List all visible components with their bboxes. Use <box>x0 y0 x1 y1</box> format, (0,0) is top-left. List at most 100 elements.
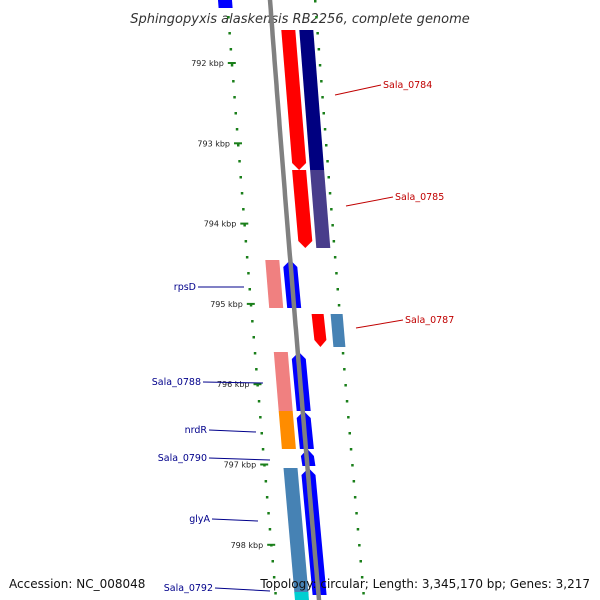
gene-label-leader <box>208 429 257 433</box>
tick-dot <box>341 352 345 355</box>
tick-dot <box>326 160 329 163</box>
tick-dot <box>321 96 324 99</box>
kbp-tick-label: 796 kbp <box>217 380 250 389</box>
tick-dot <box>355 512 358 515</box>
gene-label-leader <box>208 457 271 461</box>
tick-dot <box>239 176 242 179</box>
accession-text: Accession: NC_008048 <box>9 577 146 591</box>
kbp-tick-label: 798 kbp <box>231 541 264 550</box>
tick-dot <box>244 240 248 243</box>
tick-dot <box>328 192 332 195</box>
kbp-tick-label: 794 kbp <box>204 220 237 229</box>
kbp-tick-label: 795 kbp <box>210 300 243 309</box>
tick-dot <box>318 64 322 67</box>
kbp-tick-label: 797 kbp <box>224 461 257 470</box>
feature-sala-0784-gene[interactable] <box>299 30 325 170</box>
feature-nrdr-gene[interactable] <box>278 411 296 449</box>
tick-dot <box>245 256 249 259</box>
gene-label-sala-0784[interactable]: Sala_0784 <box>383 80 432 91</box>
kbp-tick-label: 792 kbp <box>191 59 224 68</box>
tick-dot <box>335 272 338 275</box>
tick-dot <box>249 304 253 307</box>
feature-sala-0787-gene[interactable] <box>330 314 346 347</box>
tick-dot <box>314 0 317 3</box>
tick-dot <box>264 480 268 483</box>
tick-dot <box>252 336 255 339</box>
tick-dot <box>257 400 261 403</box>
tick-dot <box>315 16 318 19</box>
feature-sala-0784-cds[interactable] <box>281 30 307 170</box>
gene-label-rpsd[interactable]: rpsD <box>174 282 196 293</box>
feature-sala-0787-cds[interactable] <box>311 314 327 347</box>
feature-sala-0788-gene[interactable] <box>273 352 293 411</box>
gene-label-sala-0785[interactable]: Sala_0785 <box>395 192 444 203</box>
tick-dot <box>260 432 263 435</box>
tick-dot <box>348 432 351 435</box>
tick-dot <box>259 416 262 419</box>
tick-dot <box>255 368 258 371</box>
tick-dot <box>274 592 277 595</box>
tick-dot <box>352 480 356 483</box>
tick-dot <box>235 128 239 131</box>
tick-dot <box>347 416 350 419</box>
tick-dot <box>327 176 330 179</box>
tick-dot <box>228 32 231 35</box>
tick-dot <box>247 272 250 275</box>
tick-dot <box>240 192 244 195</box>
feature-sala-0785-gene[interactable] <box>310 170 331 248</box>
tick-dot <box>331 224 334 227</box>
tick-dot <box>356 528 360 531</box>
gene-label-leader <box>334 84 382 96</box>
tick-dot <box>317 48 321 51</box>
tick-dot <box>237 144 240 147</box>
tick-dot <box>320 80 323 83</box>
feature-sala-0785-cds[interactable] <box>292 170 313 248</box>
topology-text: Topology: circular; Length: 3,345,170 bp… <box>260 577 590 591</box>
tick-dot <box>344 384 347 387</box>
feature-rpsd-gene[interactable] <box>265 260 284 308</box>
gene-label-leader <box>211 518 259 522</box>
gene-label-sala-0790[interactable]: Sala_0790 <box>158 453 207 464</box>
tick-dot <box>353 496 357 499</box>
tick-dot <box>271 560 274 563</box>
gene-label-glya[interactable]: glyA <box>189 514 210 525</box>
tick-dot <box>229 48 233 51</box>
tick-dot <box>359 560 362 563</box>
tick-dot <box>238 160 241 163</box>
gene-label-sala-0792[interactable]: Sala_0792 <box>164 583 213 594</box>
tick-dot <box>227 16 230 19</box>
tick-dot <box>243 224 246 227</box>
tick-dot <box>248 288 251 291</box>
tick-dot <box>323 128 327 131</box>
feature-sala-0792-gene[interactable] <box>294 592 309 600</box>
gene-label-leader <box>214 587 271 592</box>
tick-dot <box>251 320 254 323</box>
feature-top-fragment[interactable] <box>217 0 233 8</box>
tick-dot <box>358 544 361 547</box>
feature-glya-gene[interactable] <box>283 468 309 595</box>
map-title: Sphingopyxis alaskensis RB2256, complete… <box>130 12 470 27</box>
gene-label-sala-0788[interactable]: Sala_0788 <box>152 377 201 388</box>
kbp-tick-label: 793 kbp <box>197 139 230 148</box>
tick-dot <box>268 528 272 531</box>
tick-dot <box>267 512 270 515</box>
tick-dot <box>272 576 276 579</box>
gene-label-leader <box>345 196 394 207</box>
tick-dot <box>337 304 341 307</box>
kbp-scale: 792 kbp 793 kbp 794 kbp 795 kbp 796 kbp 797 k… <box>191 59 276 550</box>
tick-dot <box>332 240 336 243</box>
tick-dot <box>322 112 325 115</box>
backbone-line <box>267 0 322 600</box>
backbone <box>267 0 322 600</box>
gene-label-nrdr[interactable]: nrdR <box>185 425 208 436</box>
gene-label-leader <box>202 381 264 384</box>
tick-dot <box>256 384 259 387</box>
tick-dot <box>265 496 269 499</box>
tick-dot <box>362 592 365 595</box>
tick-dot <box>351 464 354 467</box>
gene-label-sala-0787[interactable]: Sala_0787 <box>405 315 454 326</box>
tick-dot <box>232 80 235 83</box>
tick-dot <box>253 352 257 355</box>
tick-dot <box>230 64 234 67</box>
tick-dot <box>343 368 346 371</box>
